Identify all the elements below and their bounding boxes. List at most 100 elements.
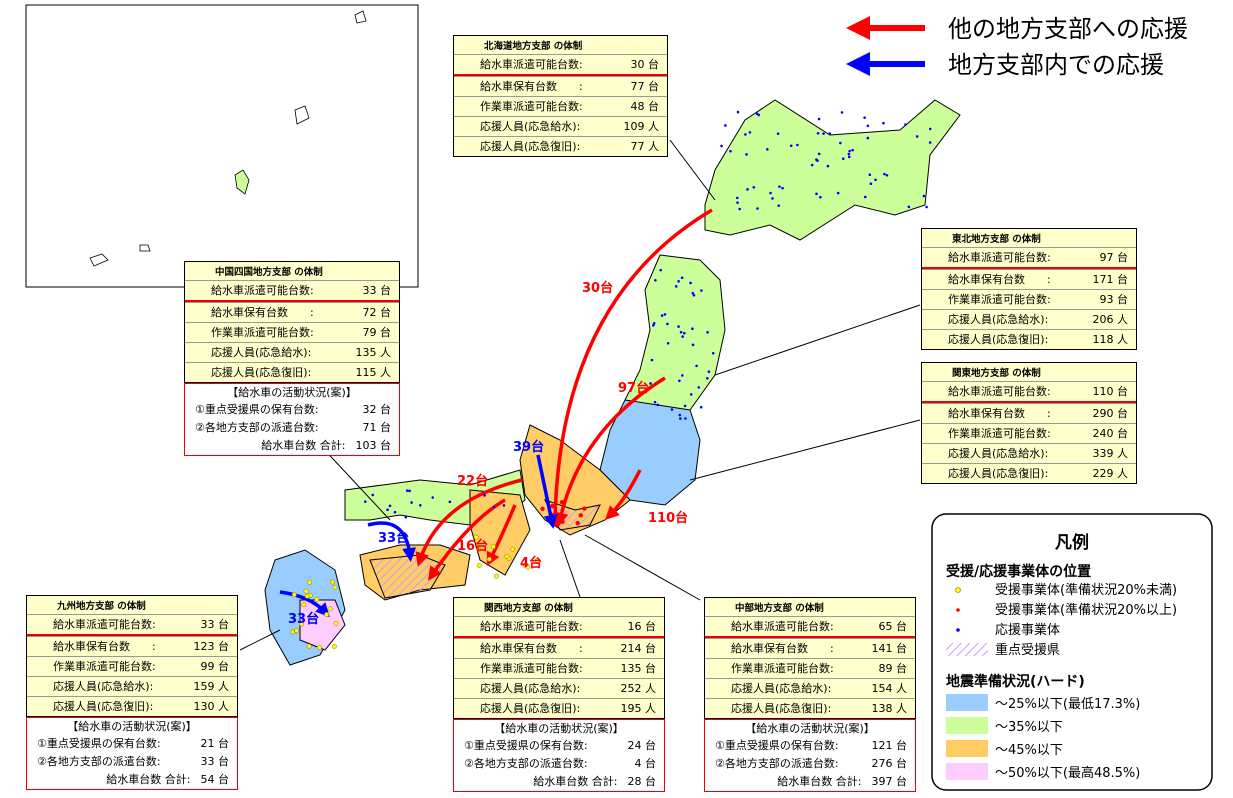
entity-dot (851, 148, 854, 152)
entity-dot (510, 546, 516, 552)
row-label: 給水車台数 合計: (777, 775, 862, 788)
entity-dot (408, 489, 411, 493)
entity-dot (841, 157, 845, 161)
entity-dot (922, 194, 926, 198)
box-row: 給水車保有台数 : 214 台 (454, 638, 664, 658)
legend-hatch (946, 643, 988, 656)
entity-dot (649, 382, 652, 385)
flow-label: 110台 (648, 510, 688, 526)
legend-label: ～50%以下(最高48.5%) (995, 765, 1140, 781)
row-value: 159 人 (193, 680, 230, 693)
legend-label: 重点受援県 (995, 642, 1060, 658)
row-label: 給水車保有台数 : (731, 642, 834, 655)
row-label: 給水車派遣可能台数: (53, 618, 156, 631)
entity-dot (840, 111, 844, 114)
row-label: 応援人員(応急給水): (731, 682, 832, 695)
row-value: 54 台 (200, 773, 230, 786)
activity-row: 給水車台数 合計: 103 台 (185, 437, 399, 455)
box-row: 応援人員(応急復旧): 229 人 (922, 463, 1136, 483)
entity-dot (330, 579, 336, 585)
box-row: 作業車派遣可能台数: 89 台 (705, 658, 915, 678)
entity-dot (560, 519, 565, 524)
entity-dot (706, 331, 709, 334)
row-value: 33 台 (200, 618, 230, 631)
row-value: 24 台 (627, 739, 657, 752)
row-label: 作業車派遣可能台数: (211, 326, 314, 339)
row-value: 135 人 (355, 346, 392, 359)
flow-arrow (279, 590, 330, 618)
flow-arrow (536, 454, 558, 529)
entity-dot (706, 376, 709, 380)
legend-label: ～45%以下 (995, 743, 1063, 758)
row-label: 給水車保有台数 : (948, 407, 1051, 420)
row-value: 276 台 (871, 757, 908, 770)
row-label: 給水車台数 合計: (533, 775, 618, 788)
row-label: 給水車台数 合計: (106, 773, 191, 786)
row-value: 214 台 (620, 642, 657, 655)
row-label: 応援人員(応急給水): (480, 120, 581, 133)
box-row: 応援人員(応急復旧): 138 人 (705, 698, 915, 718)
entity-dot (866, 136, 870, 140)
box-row: 給水車保有台数 : 123 台 (27, 636, 237, 656)
activity-row: ②各地方支部の派遣台数: 33 台 (27, 753, 237, 771)
activity-row: 給水車台数 合計: 397 台 (705, 773, 915, 791)
row-value: 16 台 (627, 620, 657, 633)
entity-dot (405, 489, 409, 492)
row-value: 240 台 (1092, 427, 1129, 440)
box-row: 作業車派遣可能台数: 240 台 (922, 423, 1136, 443)
row-value: 290 台 (1092, 407, 1129, 420)
box-row: 給水車派遣可能台数: 16 台 (454, 616, 664, 638)
row-value: 103 台 (355, 439, 392, 452)
row-label: 給水車保有台数 : (480, 80, 583, 93)
entity-dot (815, 158, 818, 161)
entity-dot (559, 499, 565, 505)
entity-dot (299, 621, 304, 627)
row-label: 作業車派遣可能台数: (480, 662, 583, 675)
entity-dot (828, 132, 831, 135)
activity-box: 【給水車の活動状況(案)】 ①重点受援県の保有台数: 24 台 ②各地方支部の派遣台数… (453, 719, 665, 792)
entity-dot (306, 643, 312, 649)
entity-dot (294, 628, 300, 634)
inset-islands (89, 10, 367, 267)
entity-dot (771, 197, 774, 200)
entity-dot (324, 611, 330, 617)
entity-dot (677, 280, 680, 283)
entity-dot (707, 370, 711, 373)
activity-title: 【給水車の活動状況(案)】 (227, 386, 357, 399)
entity-dot (679, 417, 682, 420)
flow-label: 4台 (520, 555, 542, 571)
flow-label: 39台 (513, 439, 544, 455)
box-title: 北海道地方支部 の体制 (484, 41, 583, 52)
entity-dot (683, 331, 686, 335)
entity-dot (839, 141, 842, 145)
entity-dot (659, 268, 662, 272)
activity-title: 【給水車の活動状況(案)】 (745, 722, 875, 735)
row-label: 応援人員(応急給水): (53, 680, 154, 693)
entity-dot (915, 135, 919, 138)
entity-dot (680, 276, 684, 280)
entity-dot (863, 195, 867, 199)
row-value: 72 台 (362, 306, 392, 319)
flow-label: 33台 (378, 530, 409, 546)
box-row: 応援人員(応急給水): 339 人 (922, 443, 1136, 463)
entity-dot (448, 500, 452, 504)
row-value: 65 台 (878, 620, 908, 633)
entity-dot (654, 278, 657, 282)
entity-dot (699, 405, 703, 409)
box-row: 給水車保有台数 : 141 台 (705, 638, 915, 658)
entity-dot (822, 132, 825, 135)
row-value: 77 台 (630, 80, 660, 93)
row-label: ②各地方支部の派遣台数: (464, 757, 588, 770)
activity-row: ①重点受援県の保有台数: 24 台 (454, 737, 664, 755)
row-value: 71 台 (362, 421, 392, 434)
row-label: 応援人員(応急給水): (948, 313, 1049, 326)
box-row: 給水車派遣可能台数: 65 台 (705, 616, 915, 638)
entity-dot (848, 149, 851, 153)
entity-dot (314, 597, 320, 602)
entity-dot (778, 185, 781, 188)
entity-dot (578, 513, 583, 518)
row-label: 給水車派遣可能台数: (731, 620, 834, 633)
entity-dot (882, 121, 885, 125)
row-value: 97 台 (1099, 251, 1129, 264)
